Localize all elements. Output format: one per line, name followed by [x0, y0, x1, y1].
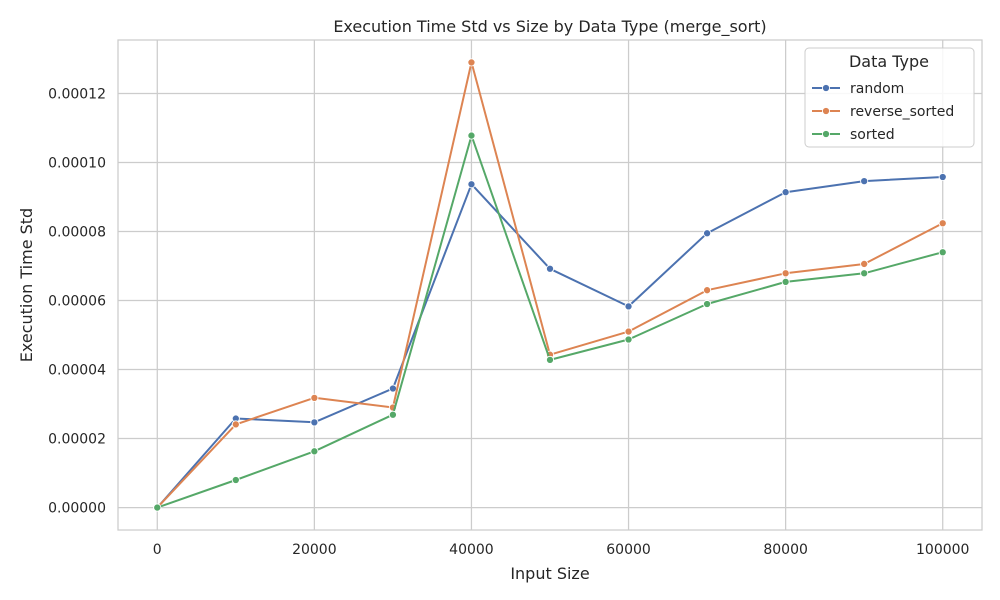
- y-tick-label: 0.00006: [48, 294, 106, 310]
- data-point: [781, 269, 790, 278]
- data-point: [231, 475, 240, 485]
- series-sorted: [153, 131, 947, 512]
- data-point: [624, 335, 633, 344]
- data-point: [467, 131, 476, 140]
- data-point: [467, 180, 476, 189]
- y-tick-label: 0.00012: [48, 86, 106, 102]
- data-point: [781, 277, 790, 286]
- data-point: [310, 447, 319, 456]
- data-point: [388, 410, 397, 419]
- legend-label: reverse_sorted: [850, 104, 954, 120]
- data-point: [231, 420, 240, 429]
- legend-title: Data Type: [849, 52, 929, 71]
- grid: [118, 40, 982, 530]
- legend-marker: [821, 83, 831, 93]
- y-axis-title: Execution Time Std: [17, 208, 36, 362]
- legend-label: sorted: [850, 127, 895, 143]
- legend-box: [804, 47, 975, 148]
- data-point: [703, 286, 712, 295]
- legend-marker: [821, 106, 831, 116]
- data-point: [860, 269, 869, 278]
- data-point: [703, 229, 712, 238]
- plot-frame: [117, 39, 983, 531]
- x-tick-label: 100000: [916, 542, 969, 558]
- legend-label: random: [850, 81, 904, 97]
- y-tick-labels: 0.00000 0.00002 0.00004 0.00006 0.00008 0.000…: [48, 86, 106, 516]
- data-point: [860, 177, 869, 186]
- series-reverse_sorted: [153, 58, 947, 512]
- legend-marker: [821, 129, 831, 139]
- data-point: [624, 302, 633, 311]
- y-tick-label: 0.00000: [48, 501, 106, 517]
- series-layer: [153, 58, 947, 512]
- y-tick-label: 0.00008: [48, 225, 106, 241]
- data-point: [703, 299, 712, 309]
- legend-item: random: [812, 81, 904, 97]
- y-tick-label: 0.00004: [48, 363, 106, 379]
- y-tick-label: 0.00010: [48, 156, 106, 172]
- data-point: [310, 393, 319, 402]
- data-point: [467, 58, 476, 67]
- data-point: [545, 355, 555, 364]
- x-tick-labels: 0 20000 40000 60000 80000 100000: [153, 542, 970, 558]
- x-tick-label: 0: [153, 542, 162, 558]
- data-point: [860, 259, 869, 269]
- x-tick-label: 40000: [449, 542, 494, 558]
- chart-title: Execution Time Std vs Size by Data Type …: [333, 17, 766, 37]
- legend-item: sorted: [812, 127, 895, 143]
- x-tick-label: 60000: [606, 542, 651, 558]
- x-tick-label: 80000: [763, 542, 808, 558]
- data-point: [153, 503, 162, 512]
- data-point: [388, 384, 397, 393]
- data-point: [781, 188, 790, 197]
- data-point: [938, 219, 947, 228]
- data-point: [938, 248, 947, 257]
- y-tick-label: 0.00002: [48, 432, 106, 448]
- x-axis-title: Input Size: [510, 564, 589, 583]
- data-point: [938, 172, 947, 182]
- data-point: [545, 264, 555, 273]
- legend-item: reverse_sorted: [812, 104, 954, 120]
- x-tick-label: 20000: [292, 542, 337, 558]
- data-point: [310, 418, 319, 427]
- data-point: [624, 327, 633, 336]
